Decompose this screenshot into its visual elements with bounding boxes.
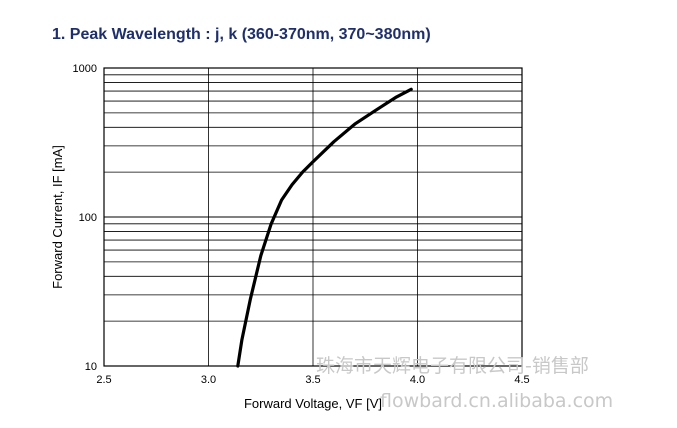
watermark-text-url: flowbard.cn.alibaba.com [380, 390, 613, 412]
x-axis-label: Forward Voltage, VF [V] [244, 396, 382, 411]
x-tick-label: 2.5 [96, 374, 111, 386]
x-tick-label: 3.0 [201, 374, 216, 386]
grid [103, 68, 523, 367]
x-tick-label: 3.5 [305, 374, 320, 386]
y-tick-label: 100 [79, 212, 97, 224]
x-tick-label: 4.0 [410, 374, 425, 386]
chart-title: 1. Peak Wavelength : j, k (360-370nm, 37… [52, 26, 431, 43]
watermark-text-cn: 珠海市天辉电子有限公司-销售部 [316, 355, 589, 377]
x-tick-label: 4.5 [514, 374, 529, 386]
y-tick-label: 1000 [73, 63, 97, 75]
plot-frame [103, 67, 523, 367]
y-axis-label: Forward Current, IF [mA] [50, 145, 65, 289]
tick-labels: 2.5 3.0 3.5 4.0 4.5 10 100 1000 [73, 63, 530, 386]
y-tick-label: 10 [85, 361, 97, 373]
series-line [236, 87, 413, 368]
